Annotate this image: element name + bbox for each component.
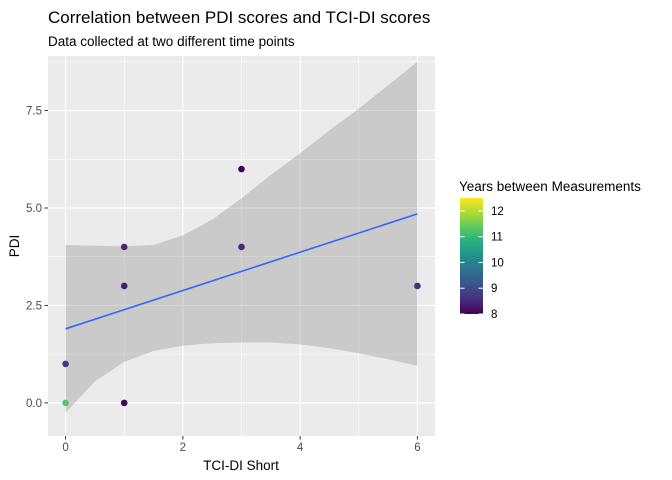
- legend-tick-label: 8: [491, 309, 497, 321]
- y-tick-label: 5.0: [26, 203, 42, 215]
- legend-tick-label: 11: [491, 232, 503, 244]
- legend-ticks: 8 9 10 11 12: [460, 206, 504, 321]
- data-point: [238, 165, 245, 173]
- data-point: [120, 282, 128, 290]
- x-axis-ticks: 0 2 4 6: [62, 436, 421, 454]
- data-point: [120, 243, 128, 251]
- data-point: [414, 282, 421, 290]
- y-tick-label: 0.0: [26, 398, 42, 410]
- legend: Years between Measurements 8 9 10 11 12: [459, 179, 641, 321]
- y-tick-label: 2.5: [26, 300, 42, 312]
- regression-line: [65, 213, 418, 330]
- x-tick-label: 2: [180, 442, 186, 454]
- chart-title: Correlation between PDI scores and TCI-D…: [48, 8, 430, 27]
- x-tick-label: 6: [414, 442, 420, 454]
- y-axis-title: PDI: [7, 235, 22, 258]
- x-tick-label: 4: [297, 442, 304, 454]
- legend-title: Years between Measurements: [459, 179, 641, 194]
- data-point: [238, 243, 245, 251]
- x-tick-label: 0: [62, 442, 68, 454]
- major-gridlines: [48, 56, 435, 436]
- chart-subtitle: Data collected at two different time poi…: [48, 34, 295, 49]
- legend-tick-label: 10: [491, 257, 504, 269]
- data-points: [62, 165, 421, 407]
- legend-tick-label: 9: [491, 283, 497, 295]
- legend-tick-label: 12: [491, 206, 504, 218]
- y-tick-label: 7.5: [26, 106, 42, 118]
- y-axis-ticks: 0.0 2.5 5.0 7.5: [26, 106, 48, 410]
- confidence-band: [65, 61, 418, 413]
- legend-colorbar: [460, 198, 483, 314]
- data-point: [62, 399, 69, 407]
- data-point: [120, 399, 128, 407]
- x-axis-title: TCI-DI Short: [203, 458, 279, 473]
- data-point: [62, 360, 69, 368]
